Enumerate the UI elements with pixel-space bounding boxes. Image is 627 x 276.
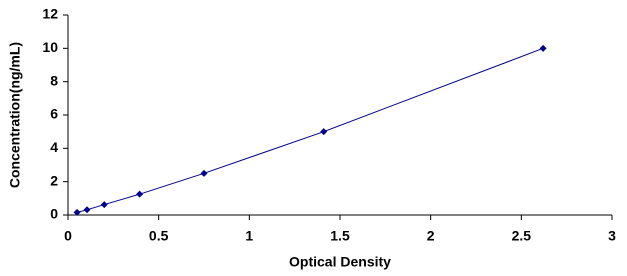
curve <box>76 47 544 213</box>
point <box>100 201 108 209</box>
x-tick-label: 0.5 <box>149 228 169 244</box>
point <box>320 128 328 136</box>
point <box>83 206 91 214</box>
y-tick-label: 4 <box>50 139 58 155</box>
x-tick-label: 0 <box>64 228 72 244</box>
x-tick-label: 3 <box>608 228 616 244</box>
y-tick-label: 6 <box>50 106 58 122</box>
y-tick-label: 12 <box>42 6 58 22</box>
y-tick-label: 10 <box>42 39 58 55</box>
y-axis-title: Concentration(ng/mL) <box>7 42 23 188</box>
point <box>136 190 144 198</box>
y-tick-label: 2 <box>50 172 58 188</box>
point <box>200 169 208 177</box>
x-tick-label: 1.5 <box>330 228 350 244</box>
x-tick-label: 1 <box>245 228 253 244</box>
point <box>539 44 547 52</box>
y-tick-label: 8 <box>50 72 58 88</box>
x-axis-title: Optical Density <box>289 254 391 270</box>
x-tick-label: 2.5 <box>512 228 532 244</box>
x-tick-label: 2 <box>427 228 435 244</box>
point <box>73 208 81 216</box>
y-tick-label: 0 <box>50 206 58 222</box>
